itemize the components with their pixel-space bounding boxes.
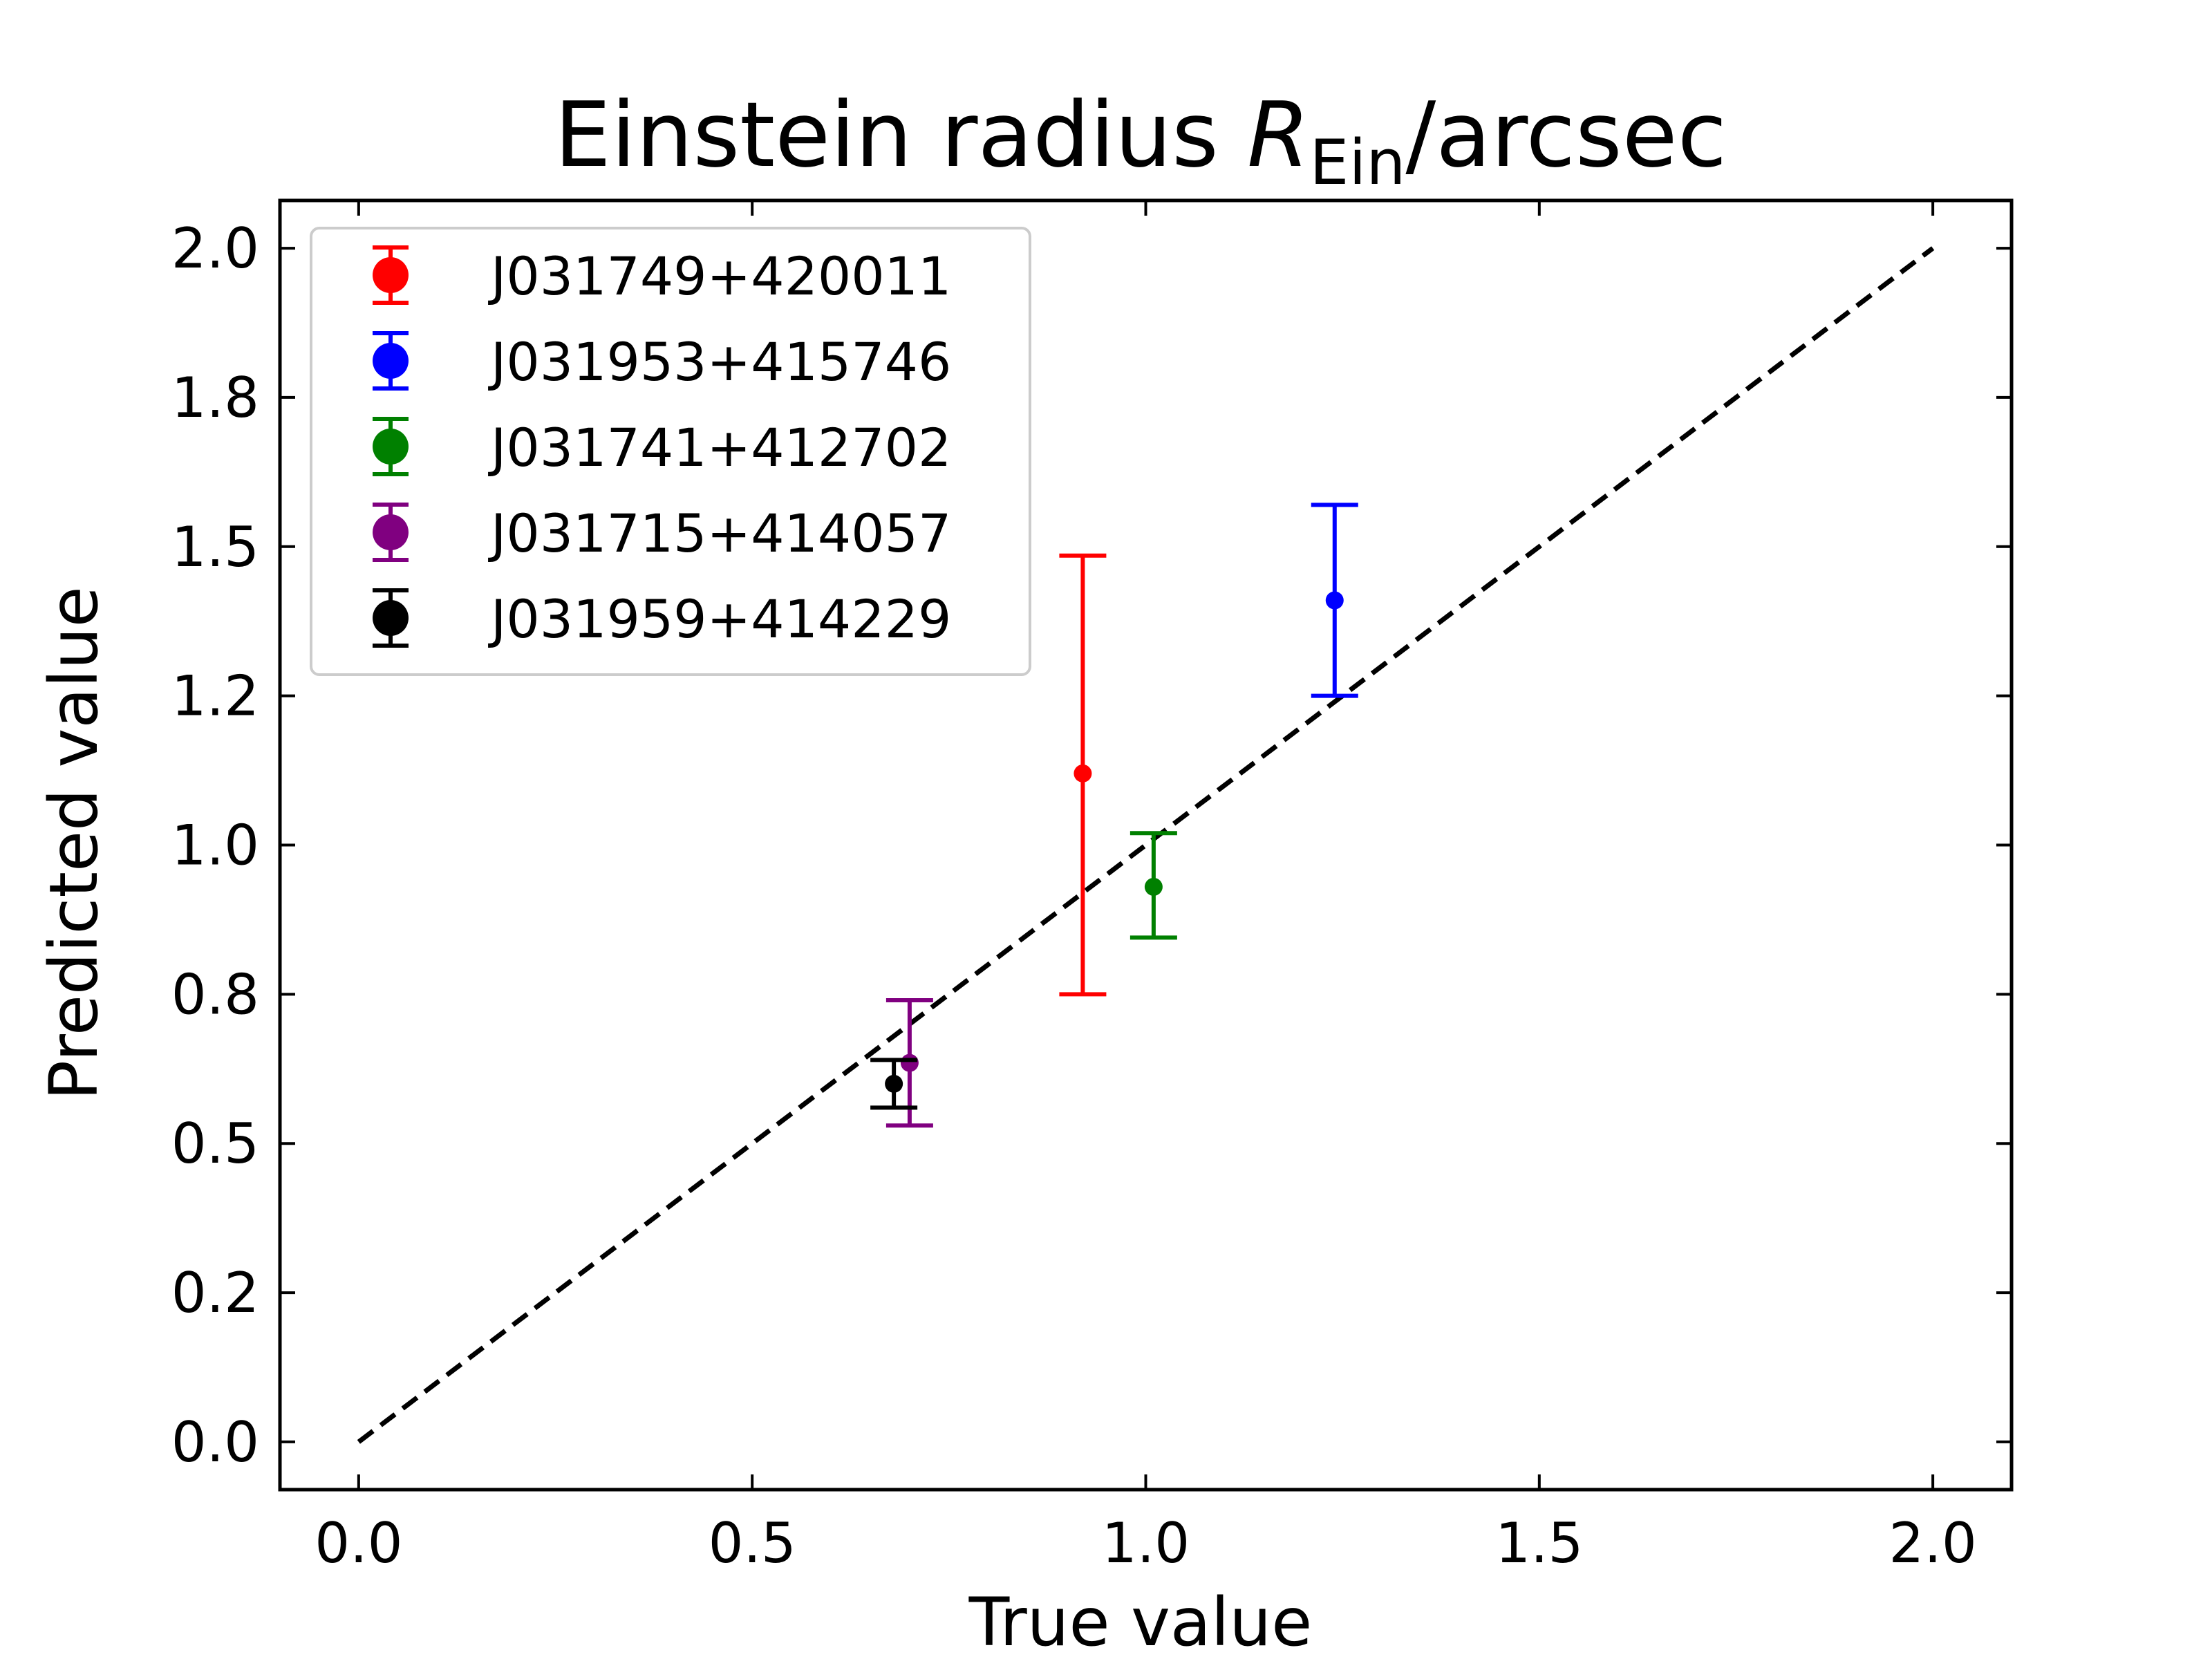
legend-item: J031749+420011 <box>373 245 951 307</box>
data-point-marker <box>1325 591 1344 610</box>
data-point-marker <box>900 1053 919 1072</box>
x-tick-label: 2.0 <box>1889 1511 1977 1575</box>
chart-title-symbol: R <box>1247 82 1309 187</box>
legend-marker <box>373 514 409 550</box>
reference-line <box>357 246 1935 1444</box>
y-tick-label: 1.0 <box>171 814 259 878</box>
x-tick-label: 1.0 <box>1102 1511 1190 1575</box>
chart-title-main: Einstein radius <box>554 82 1247 187</box>
legend-label: J031715+414057 <box>488 503 951 564</box>
data-point-J031959+414229 <box>870 1058 918 1110</box>
x-tick-label: 0.0 <box>315 1511 402 1575</box>
data-point-marker <box>1074 764 1092 782</box>
plot-area: 0.0 0.5 1.0 1.5 2.0 0.0 0.2 0.5 0.8 1.0 1.2 1.5 1.8 2… <box>171 198 2014 1575</box>
x-axis-label: True value <box>968 1584 1313 1659</box>
data-point-J031715+414057 <box>885 997 933 1128</box>
y-tick-label: 1.2 <box>171 664 259 729</box>
legend-marker <box>373 257 409 293</box>
y-tick-label: 1.8 <box>171 366 259 430</box>
legend-marker <box>373 429 409 465</box>
y-tick-label: 0.5 <box>171 1112 259 1176</box>
legend-marker <box>373 343 409 379</box>
data-point-J031749+420011 <box>1059 553 1107 997</box>
legend-label: J031741+412702 <box>488 417 951 478</box>
y-tick-label: 0.8 <box>171 962 259 1027</box>
y-tick-label: 0.0 <box>171 1410 259 1474</box>
legend: J031749+420011 J031953+415746 J031741+4127… <box>310 227 1031 676</box>
chart-title: Einstein radius REin/arcsec <box>554 82 1727 199</box>
y-tick-label: 0.2 <box>171 1261 259 1325</box>
legend-box <box>310 227 1031 676</box>
y-axis-label: Predicted value <box>35 586 113 1100</box>
legend-label: J031953+415746 <box>488 331 951 393</box>
chart-title-suffix: /arcsec <box>1405 82 1727 187</box>
y-tick-label: 2.0 <box>171 216 259 281</box>
legend-item: J031715+414057 <box>373 503 951 564</box>
x-tick-label: 1.5 <box>1495 1511 1583 1575</box>
x-tick-label: 0.5 <box>709 1511 796 1575</box>
data-point-marker <box>885 1074 903 1093</box>
legend-item: J031953+415746 <box>373 331 951 393</box>
data-point-marker <box>1144 877 1163 896</box>
legend-item: J031741+412702 <box>373 417 951 478</box>
data-point-J031741+412702 <box>1130 831 1177 940</box>
legend-item: J031959+414229 <box>373 588 951 650</box>
data-point-J031953+415746 <box>1311 503 1358 698</box>
legend-marker <box>373 600 409 636</box>
legend-label: J031749+420011 <box>488 245 951 307</box>
chart-title-subscript: Ein <box>1310 126 1406 199</box>
legend-label: J031959+414229 <box>488 588 951 650</box>
y-tick-label: 1.5 <box>171 515 259 579</box>
